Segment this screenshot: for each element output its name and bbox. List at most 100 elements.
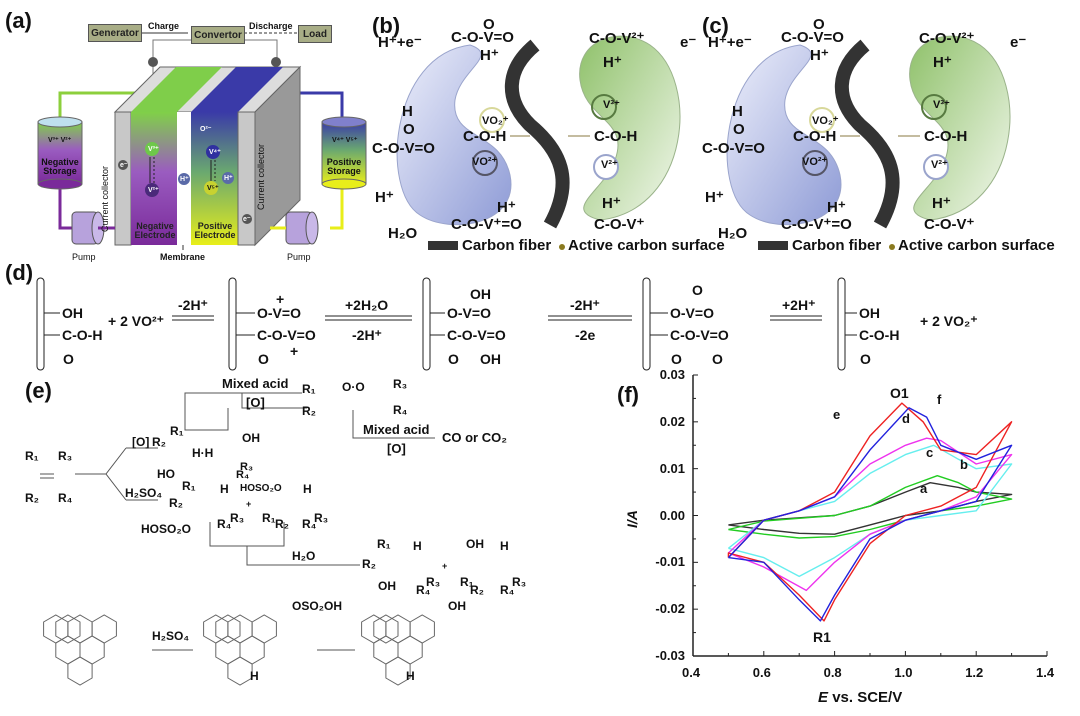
species-label: O [733,121,745,138]
s1-oh: OH [62,305,83,321]
hoso2o-bottom: HOSO₂O [141,522,192,536]
aromatic-ring [239,635,265,665]
oxidant-1: [O] [246,395,265,410]
x-tick-label: 1.4 [1036,665,1055,680]
aromatic-structures [43,614,435,686]
aromatic-ring [43,614,69,644]
panel-d-label: (d) [5,260,34,285]
mixed-acid-1: Mixed acid [222,376,289,391]
hoso2o-top: HOSO₂O [240,483,282,494]
aromatic-ring [361,614,387,644]
s4-o-top: O [692,282,703,298]
arom-h-2: H [406,669,415,683]
curve-label-b: b [960,457,968,472]
product-vo2p: + 2 VO₂⁺ [920,313,978,329]
species-label: VO²⁺ [472,156,498,168]
h2o-label: H₂O [292,549,316,563]
curve-label-c: c [926,445,934,460]
y-tick-label: -0.02 [655,601,685,617]
sulf2-r2: R₂ [275,517,289,531]
species-label: H⁺ [603,54,622,71]
panel-e-graphics [40,392,435,651]
y-tick-label: 0.03 [659,367,685,382]
aromatic-ring [55,635,81,665]
species-label: H⁺ [497,199,516,216]
convertor-box: Convertor [191,26,245,44]
membrane-label: Membrane [160,252,206,262]
sulf2-r3: R₃ [314,511,329,525]
aromatic-ring [215,635,241,665]
s3-o: O [448,351,459,367]
y-tick-label: -0.03 [655,648,685,663]
y-axis-label: I/A [624,510,640,528]
diol-r1: R₁ [170,424,184,438]
cv-curve-e [727,402,1013,622]
current-collector-left: Current collector [100,165,110,232]
panel-e-label: (e) [25,378,52,403]
r1: R₁ [302,382,316,396]
alkene-r4: R₄ [58,491,73,505]
oxidant-2: [O] [387,441,406,456]
x-tick-label: 0.4 [682,665,701,680]
s4-o-bottom: O [712,351,723,367]
legend-fiber: Carbon fiber [792,237,882,254]
cv-curve-f [727,407,1013,622]
species-label: H [732,103,743,120]
s3-oh-top: OH [470,286,491,302]
charge-label: Charge [148,21,180,31]
positive-storage-label: Positive Storage [326,157,362,176]
aromatic-ring [91,614,117,644]
plus-2: + [442,561,448,571]
s3-ovo: O-V=O [447,305,491,321]
panel-c-graphics [726,35,1011,250]
aromatic-ring [373,614,399,644]
y-tick-label: 0.01 [659,460,685,476]
reactant-vo2: + 2 VO²⁺ [108,313,165,329]
positive-electrode-label: Positive Electrode [194,221,236,240]
panel-a-label: (a) [5,8,32,33]
species-label: H₂O [718,225,748,242]
ion-v3: V³⁺ [148,146,159,153]
alc2-r1: R₁ [460,575,474,589]
legend-surface: Active carbon surface [898,237,1055,254]
arom-h-1: H [250,669,259,683]
species-label: VO₂⁺ [482,115,509,127]
pos-storage-ions: V⁴⁺ V⁵⁺ [332,137,358,144]
proton-membrane: H⁺ [180,176,189,183]
y-tick-label: 0.02 [659,413,685,429]
sulf-r4: R₄ [217,517,232,531]
s2-covo: C-O-V=O [257,327,316,343]
panel-f-label: (f) [617,382,639,407]
curve-label-e: e [833,407,841,422]
alc2-r3: R₃ [512,575,527,589]
aromatic-ring [215,614,241,644]
species-label: C-O-V²⁺ [919,30,975,47]
x-axis-label-symbol: E [818,689,829,706]
arom-oh: OH [448,599,466,613]
diol-r2: R₂ [152,435,166,449]
panel-d-graphics [36,277,857,371]
alkene-r2: R₂ [25,491,39,505]
species-label: O [483,16,495,33]
s5-o: O [860,351,871,367]
x-axis-label: E vs. SCE/V [818,690,902,705]
s4-ovo: O-V=O [670,305,714,321]
x-tick-label: 1.0 [894,665,913,680]
cv-curve-c [727,444,1013,578]
s2-o: O [258,351,269,367]
s5-carboxyl: C-O-H [859,327,900,343]
diol-r3: R₃ [240,461,254,473]
sulf-r2: R₂ [169,496,183,510]
species-label: C-O-H [924,128,968,145]
plus-1: + [246,499,252,509]
h2so4-label-1: H₂SO₄ [125,486,163,500]
species-label: H⁺+e⁻ [378,34,422,51]
diol-hh: H·H [192,446,214,460]
aromatic-ring [79,635,105,665]
diol-r4: R₄ [236,469,250,481]
peroxide: O·O [342,380,365,394]
alc2-r2: R₂ [470,583,484,597]
species-label: VO₂⁺ [812,115,839,127]
species-label: C-O-V=O [702,140,765,157]
